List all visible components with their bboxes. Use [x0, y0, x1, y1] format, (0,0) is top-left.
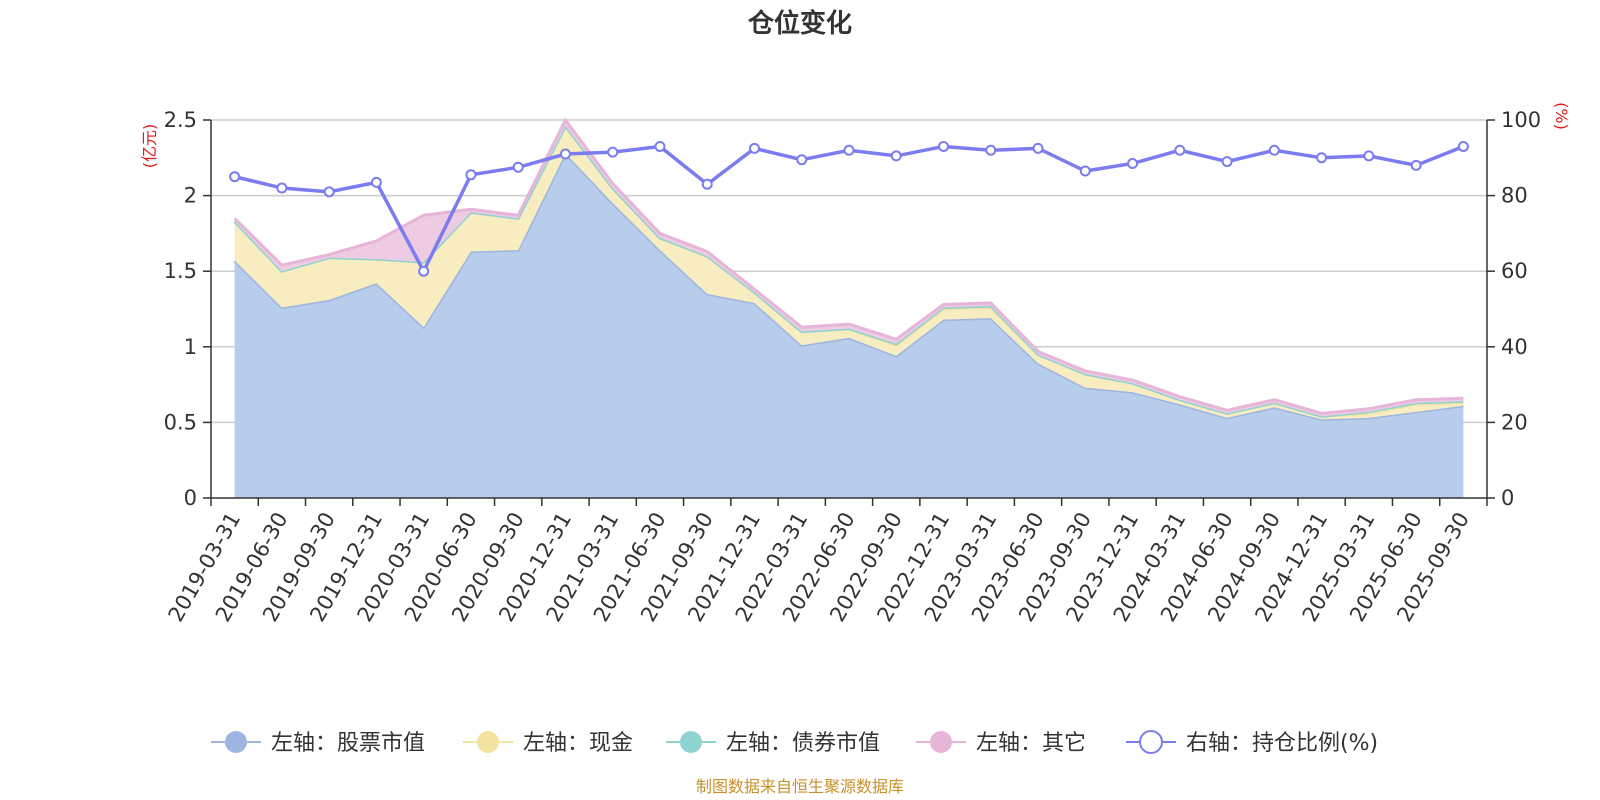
- holding-ratio-point-27[interactable]: [1457, 140, 1469, 152]
- holding-ratio-point-11[interactable]: [701, 178, 713, 190]
- legend-item-3[interactable]: 左轴：债券市值: [666, 731, 880, 756]
- holding-ratio-point-1[interactable]: [229, 171, 241, 183]
- left-tick-label-5: 2.5: [164, 108, 197, 132]
- holding-ratio-point-24[interactable]: [1316, 152, 1328, 164]
- legend-label-1: 左轴：股票市值: [271, 731, 425, 756]
- left-tick-label-4: 2: [184, 184, 197, 208]
- holding-ratio-point-3[interactable]: [323, 186, 335, 198]
- right-tick-label-1: 20: [1501, 410, 1528, 434]
- holding-ratio-point-22[interactable]: [1221, 156, 1233, 168]
- holding-ratio-point-4[interactable]: [370, 176, 382, 188]
- axes: [203, 119, 1495, 506]
- data-source-note: 制图数据来自恒生聚源数据库: [696, 777, 904, 796]
- legend-marker-4: [930, 731, 952, 753]
- left-tick-label-1: 0.5: [164, 410, 197, 434]
- left-axis-unit: (亿元): [140, 124, 159, 169]
- holding-ratio-point-17[interactable]: [985, 144, 997, 156]
- left-tick-label-0: 0: [184, 486, 197, 510]
- holding-ratio-point-16[interactable]: [938, 140, 950, 152]
- holding-ratio-point-19[interactable]: [1079, 165, 1091, 177]
- holding-ratio-point-8[interactable]: [559, 148, 571, 160]
- holding-ratio-point-21[interactable]: [1174, 144, 1186, 156]
- legend-item-4[interactable]: 左轴：其它: [916, 731, 1086, 756]
- holding-ratio-point-7[interactable]: [512, 161, 524, 173]
- left-axis-ticks: 0 0.5 1 1.5 2 2.5: [164, 108, 197, 510]
- legend-label-4: 左轴：其它: [976, 731, 1086, 756]
- area-edge-4: [233, 117, 1464, 415]
- holding-ratio-point-15[interactable]: [890, 150, 902, 162]
- stacked-areas: [233, 117, 1464, 498]
- legend[interactable]: 左轴：股票市值 左轴：现金 左轴：债券市值 左轴：其它 右轴：持仓比例(%): [211, 730, 1378, 756]
- holding-ratio-point-12[interactable]: [748, 142, 760, 154]
- legend-item-2[interactable]: 左轴：现金: [463, 731, 633, 756]
- legend-label-5: 右轴：持仓比例(%): [1186, 731, 1378, 756]
- holding-ratio-point-14[interactable]: [843, 144, 855, 156]
- legend-marker-2: [477, 731, 499, 753]
- area-1: [234, 153, 1464, 498]
- legend-item-5[interactable]: 右轴：持仓比例(%): [1126, 730, 1378, 756]
- legend-marker-3: [680, 731, 702, 753]
- x-axis-ticks: 2019-03-312019-06-302019-09-302019-12-31…: [164, 508, 1475, 626]
- holding-ratio-point-26[interactable]: [1410, 159, 1422, 171]
- holding-ratio-line-layer: [229, 140, 1469, 277]
- right-tick-label-3: 60: [1501, 259, 1528, 283]
- area-2: [234, 126, 1464, 420]
- left-tick-label-3: 1.5: [164, 259, 197, 283]
- holding-ratio-point-25[interactable]: [1363, 150, 1375, 162]
- holding-ratio-point-5[interactable]: [418, 265, 430, 277]
- right-tick-label-4: 80: [1501, 184, 1528, 208]
- holding-ratio-point-2[interactable]: [276, 182, 288, 194]
- holding-ratio-point-20[interactable]: [1127, 157, 1139, 169]
- right-tick-label-5: 100: [1501, 108, 1541, 132]
- right-axis-unit: (%): [1552, 102, 1571, 130]
- chart-title: 仓位变化: [747, 8, 852, 39]
- legend-marker-1: [225, 731, 247, 753]
- holding-ratio-point-10[interactable]: [654, 140, 666, 152]
- left-tick-label-2: 1: [184, 335, 197, 359]
- holding-ratio-point-23[interactable]: [1268, 144, 1280, 156]
- legend-label-3: 左轴：债券市值: [726, 731, 880, 756]
- holding-ratio-point-18[interactable]: [1032, 142, 1044, 154]
- right-axis-ticks: 0 20 40 60 80 100: [1501, 108, 1541, 510]
- legend-marker-5: [1139, 730, 1163, 754]
- legend-label-2: 左轴：现金: [523, 731, 633, 756]
- legend-item-1[interactable]: 左轴：股票市值: [211, 731, 425, 756]
- holding-ratio-point-9[interactable]: [607, 146, 619, 158]
- right-tick-label-0: 0: [1501, 486, 1514, 510]
- holding-ratio-point-6[interactable]: [465, 169, 477, 181]
- right-tick-label-2: 40: [1501, 335, 1528, 359]
- holding-ratio-point-13[interactable]: [796, 154, 808, 166]
